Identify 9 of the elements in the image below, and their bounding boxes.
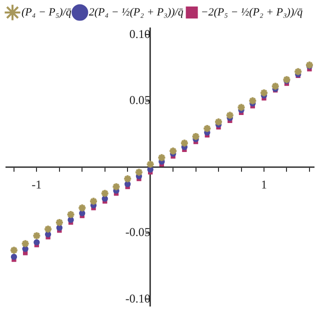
legend-label: (P₄ − P₅)/q̄: [22, 6, 72, 18]
legend-label: −2(P₅ − ½(P₂ + P₃))/q̄: [200, 6, 304, 18]
legend-label: 2(P₄ − ½(P₂ + P₃))/q̄: [88, 6, 184, 18]
y-tick-label: 0.05: [129, 92, 150, 107]
y-tick-label: -0.05: [125, 225, 150, 240]
x-tick-label: -1: [32, 177, 42, 192]
y-tick-label: 0.10: [129, 26, 150, 41]
x-tick-label: 1: [260, 177, 267, 192]
y-tick-label: -0.10: [125, 291, 150, 306]
